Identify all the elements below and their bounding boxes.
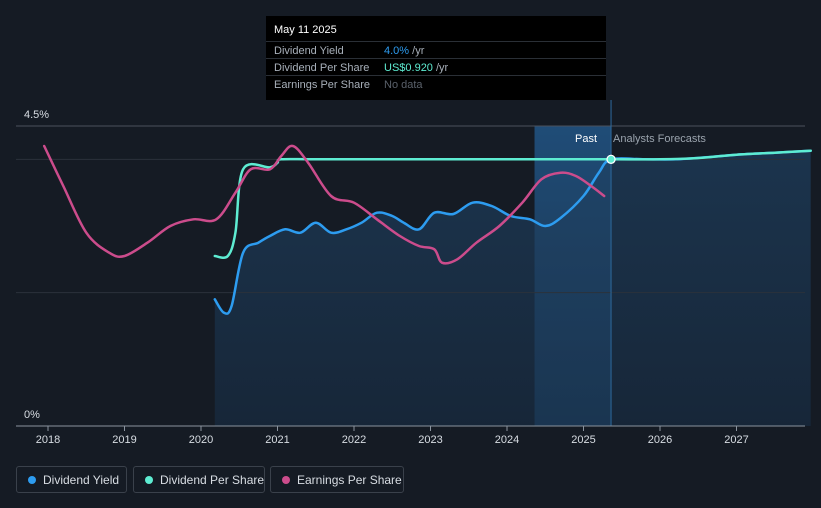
tooltip-label: Dividend Yield (274, 45, 344, 57)
legend-label: Dividend Yield (43, 473, 120, 487)
tooltip-label: Earnings Per Share (274, 79, 370, 91)
y-axis-top-label: 4.5% (24, 109, 49, 121)
legend-item-earnings-per-share[interactable]: Earnings Per Share (270, 466, 404, 493)
x-tick-label: 2025 (571, 434, 595, 446)
x-tick-label: 2021 (265, 434, 289, 446)
x-tick-label: 2024 (495, 434, 519, 446)
earnings-per-share-line (42, 144, 606, 265)
x-tick-label: 2026 (648, 434, 672, 446)
legend-dot-icon (28, 476, 36, 484)
tooltip-unit: /yr (409, 45, 425, 57)
tooltip-unit: /yr (432, 62, 449, 74)
x-tick-label: 2027 (724, 434, 748, 446)
past-region-label: Past (575, 133, 597, 145)
tooltip-value: US$0.920 (384, 62, 433, 74)
forecast-region-label: Analysts Forecasts (613, 133, 706, 145)
tooltip-row-earnings-per-share: Earnings Per Share No data (266, 75, 606, 93)
tooltip-row-dividend-yield: Dividend Yield 4.0% /yr (266, 41, 606, 59)
dividend-yield-area (214, 150, 811, 426)
tooltip-value: No data (384, 79, 423, 91)
x-tick-label: 2018 (36, 434, 60, 446)
tooltip-row-dividend-per-share: Dividend Per Share US$0.920 /yr (266, 58, 606, 76)
x-tick-label: 2023 (418, 434, 442, 446)
tooltip-value: 4.0% (384, 45, 410, 57)
legend-label: Earnings Per Share (297, 473, 402, 487)
legend-label: Dividend Per Share (160, 473, 265, 487)
x-tick-label: 2019 (112, 434, 136, 446)
x-tick-label: 2020 (189, 434, 213, 446)
x-tick-label: 2022 (342, 434, 366, 446)
legend-item-dividend-yield[interactable]: Dividend Yield (16, 466, 127, 493)
tooltip-date: May 11 2025 (274, 24, 337, 36)
data-tooltip: May 11 2025 Dividend Yield 4.0% /yr Divi… (266, 16, 606, 100)
legend-dot-icon (282, 476, 290, 484)
legend-item-dividend-per-share[interactable]: Dividend Per Share (133, 466, 265, 493)
tooltip-label: Dividend Per Share (274, 62, 370, 74)
legend-dot-icon (145, 476, 153, 484)
y-axis-bottom-label: 0% (24, 409, 40, 421)
dividend-per-share-marker-dot (606, 154, 616, 164)
